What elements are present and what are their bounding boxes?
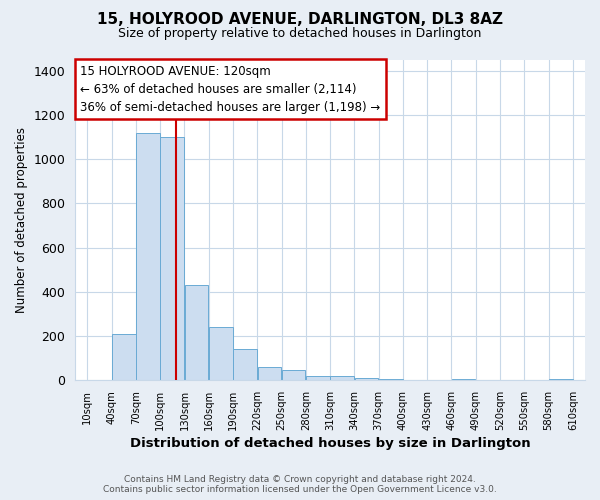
Y-axis label: Number of detached properties: Number of detached properties bbox=[15, 127, 28, 313]
Bar bbox=[379, 379, 403, 380]
Text: Contains HM Land Registry data © Crown copyright and database right 2024.
Contai: Contains HM Land Registry data © Crown c… bbox=[103, 474, 497, 494]
Bar bbox=[136, 133, 160, 380]
Bar bbox=[282, 370, 305, 380]
Text: Size of property relative to detached houses in Darlington: Size of property relative to detached ho… bbox=[118, 28, 482, 40]
Bar bbox=[549, 379, 572, 380]
Bar bbox=[112, 334, 136, 380]
Bar bbox=[331, 376, 354, 380]
Bar bbox=[452, 379, 475, 380]
Bar bbox=[160, 138, 184, 380]
Text: 15, HOLYROOD AVENUE, DARLINGTON, DL3 8AZ: 15, HOLYROOD AVENUE, DARLINGTON, DL3 8AZ bbox=[97, 12, 503, 28]
X-axis label: Distribution of detached houses by size in Darlington: Distribution of detached houses by size … bbox=[130, 437, 530, 450]
Bar bbox=[306, 376, 330, 380]
Bar bbox=[209, 327, 233, 380]
Bar bbox=[355, 378, 379, 380]
Text: 15 HOLYROOD AVENUE: 120sqm
← 63% of detached houses are smaller (2,114)
36% of s: 15 HOLYROOD AVENUE: 120sqm ← 63% of deta… bbox=[80, 65, 380, 114]
Bar bbox=[233, 349, 257, 380]
Bar bbox=[257, 367, 281, 380]
Bar bbox=[185, 285, 208, 380]
